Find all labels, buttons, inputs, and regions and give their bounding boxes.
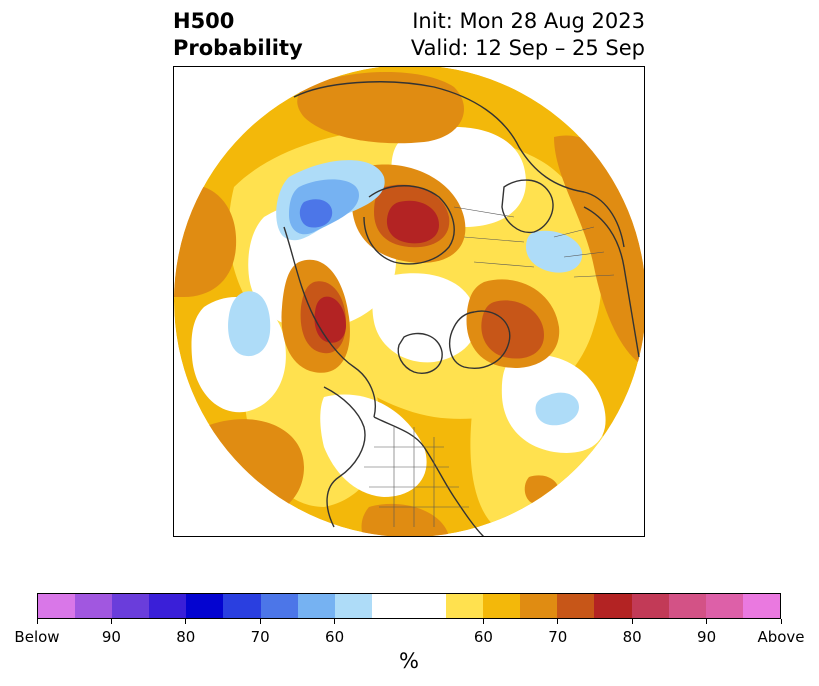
coast-eurasia-north	[293, 81, 625, 248]
colorbar-tick-label: 80	[176, 628, 196, 646]
coast-arctic-archipelago	[397, 332, 443, 374]
colorbar-swatch	[260, 594, 298, 618]
coastlines	[283, 81, 640, 536]
colorbar-swatch	[186, 594, 224, 618]
title-variable: H500	[173, 9, 235, 33]
colorbar-swatch	[483, 594, 521, 618]
colorbar-unit-label: %	[399, 649, 419, 673]
colorbar-tick-label: Above	[757, 628, 805, 646]
probability-map-svg	[174, 67, 644, 536]
title-field: Probability	[173, 36, 303, 60]
colorbar-swatch	[594, 594, 632, 618]
colorbar-swatch	[371, 594, 409, 618]
colorbar-tick-label: 90	[697, 628, 717, 646]
light-blue-region-pacific	[228, 291, 271, 357]
colorbar-tick-label: 80	[622, 628, 642, 646]
colorbar-tick-mark	[706, 619, 708, 624]
colorbar-swatch	[297, 594, 335, 618]
colorbar-swatch	[446, 594, 484, 618]
probability-field	[174, 67, 644, 536]
colorbar-tick-mark	[110, 619, 112, 624]
border-lines-usa	[364, 446, 469, 508]
colorbar-tick-mark	[36, 619, 38, 624]
colorbar-tick-mark	[259, 619, 261, 624]
map-subtitle: Init: Mon 28 Aug 2023 Valid: 12 Sep – 25…	[411, 8, 645, 62]
colorbar-swatch	[408, 594, 447, 618]
colorbar-tick-mark	[557, 619, 559, 624]
orange-region-east-pacific	[187, 419, 304, 523]
colorbar-swatch	[668, 594, 706, 618]
colorbar-swatch	[705, 594, 743, 618]
init-date: Init: Mon 28 Aug 2023	[412, 9, 645, 33]
probability-colorbar	[37, 593, 781, 619]
colorbar-tick-mark	[185, 619, 187, 624]
colorbar-tick-label: 60	[325, 628, 345, 646]
mid-blue-region-siberia	[299, 199, 333, 228]
border-lines-usa-vertical	[393, 427, 435, 527]
colorbar-tick-label: Below	[14, 628, 60, 646]
colorbar-tick-mark	[482, 619, 484, 624]
coast-greenland	[448, 310, 511, 369]
colorbar-tick-label: 60	[473, 628, 493, 646]
orange-region-gulf	[361, 503, 449, 536]
colorbar-tick-label: 90	[101, 628, 121, 646]
colorbar-tick-mark	[631, 619, 633, 624]
colorbar-tick-mark	[334, 619, 336, 624]
coast-pacific-asia	[283, 226, 376, 418]
coast-scandinavia	[501, 179, 554, 234]
border-lines-europe	[553, 226, 615, 278]
colorbar-swatch	[75, 594, 113, 618]
valid-range: Valid: 12 Sep – 25 Sep	[410, 36, 645, 60]
colorbar-swatch	[38, 594, 76, 618]
coast-taymyr	[363, 185, 455, 265]
coast-europe-west	[583, 206, 640, 358]
light-blue-region-atlantic	[535, 392, 579, 426]
colorbar-swatch	[223, 594, 261, 618]
red-region-arctic-russia	[386, 200, 439, 244]
colorbar-swatch	[149, 594, 187, 618]
colorbar-swatch	[557, 594, 595, 618]
coast-north-america-east	[373, 416, 485, 536]
orange-region-west-siberia	[297, 72, 464, 144]
colorbar-tick-mark	[780, 619, 782, 624]
colorbar-swatch	[112, 594, 150, 618]
colorbar-tick-label: 70	[250, 628, 270, 646]
map-title: H500 Probability	[173, 8, 303, 62]
border-lines-eurasia	[453, 206, 535, 268]
polar-map	[173, 66, 645, 537]
colorbar-swatch	[520, 594, 558, 618]
white-region-pole	[372, 273, 477, 363]
colorbar-swatch	[631, 594, 669, 618]
light-blue-region-scandinavia	[526, 230, 583, 273]
coast-north-america-west	[323, 386, 366, 528]
borders	[364, 206, 615, 527]
colorbar-tick-label: 70	[548, 628, 568, 646]
colorbar-swatch	[334, 594, 372, 618]
colorbar-swatch	[742, 594, 780, 618]
